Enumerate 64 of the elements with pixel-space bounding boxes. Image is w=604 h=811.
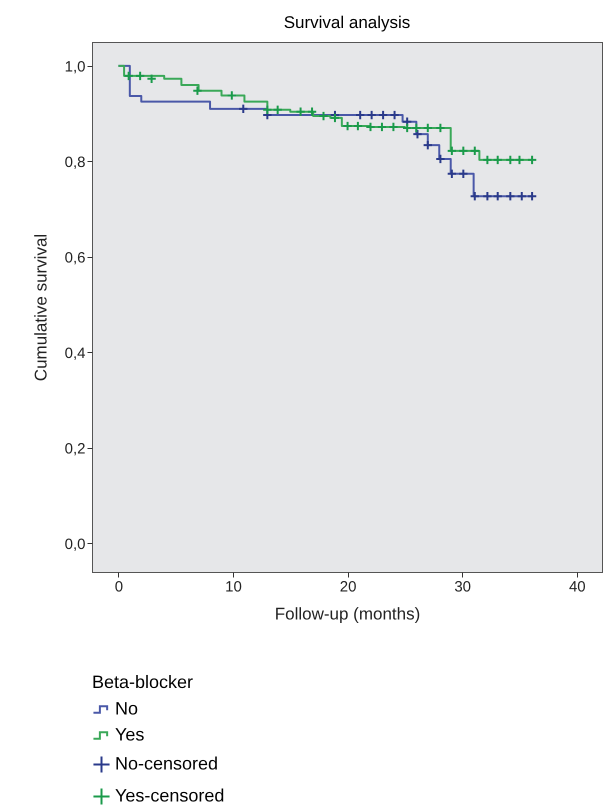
x-tick-label: 0 (114, 578, 124, 596)
x-tick-label: 10 (225, 578, 242, 596)
legend-label: Yes-censored (115, 786, 224, 806)
point (192, 86, 203, 96)
point (470, 191, 480, 202)
legend-label: No (115, 698, 138, 718)
point (330, 112, 340, 124)
point (376, 122, 388, 132)
point (482, 154, 493, 166)
point (388, 122, 399, 132)
point (482, 191, 493, 202)
point (238, 104, 248, 114)
y-tick-label: 0,0 (64, 536, 86, 553)
point (446, 168, 458, 179)
y-tick-label: 0,4 (64, 344, 86, 362)
point (458, 146, 469, 156)
point (378, 110, 388, 120)
point (306, 106, 318, 117)
point (422, 122, 433, 134)
point (389, 110, 400, 120)
point (492, 154, 503, 166)
point (492, 191, 503, 202)
chart-title: Survival analysis (284, 13, 410, 32)
point (412, 128, 423, 140)
point (422, 140, 433, 150)
point (458, 168, 469, 179)
point (470, 146, 480, 156)
point (318, 110, 329, 122)
x-tick-label: 40 (568, 578, 586, 596)
y-tick-label: 0,8 (64, 154, 86, 171)
point (123, 70, 134, 82)
point (505, 154, 516, 166)
point (435, 154, 446, 164)
point (446, 146, 458, 156)
point (366, 110, 377, 120)
y-axis-title: Cumulative survival (32, 234, 51, 382)
point (146, 74, 157, 84)
point (402, 116, 412, 127)
point (514, 154, 525, 166)
point (295, 106, 306, 117)
point (516, 191, 527, 202)
point (226, 90, 238, 101)
point (411, 122, 422, 134)
x-tick-label: 20 (340, 578, 356, 596)
point (352, 120, 364, 132)
point (402, 122, 412, 134)
x-tick-label: 30 (454, 578, 472, 596)
point (134, 70, 146, 82)
point (526, 191, 538, 202)
point (505, 191, 516, 202)
legend-label: No-censored (115, 754, 218, 774)
y-tick-label: 1,0 (64, 58, 86, 76)
x-axis-title: Follow-up (months) (274, 604, 420, 624)
legend-label: Yes (115, 724, 144, 744)
y-tick-label: 0,2 (64, 440, 86, 458)
point (272, 104, 283, 115)
point (365, 122, 376, 132)
legend-title: Beta-blocker (92, 672, 194, 692)
point (526, 154, 538, 166)
point (342, 120, 353, 132)
point (435, 122, 446, 134)
point (354, 110, 366, 120)
point (262, 104, 273, 115)
y-tick-label: 0,6 (64, 249, 86, 266)
